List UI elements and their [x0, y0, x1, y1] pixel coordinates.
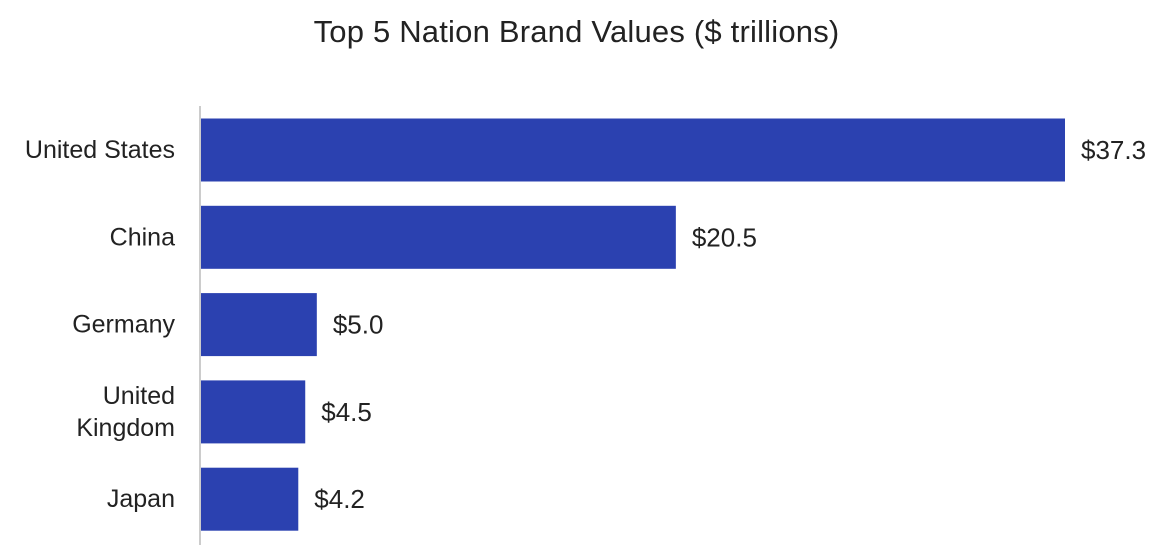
labels-group: $37.3 United States $20.5 China $5.0 Germany $… [25, 135, 1146, 514]
value-label: $4.2 [314, 484, 365, 514]
category-label: United [103, 382, 175, 410]
value-label: $20.5 [692, 222, 757, 252]
category-label: United States [25, 136, 175, 164]
category-label: Japan [107, 485, 175, 513]
bar-united-kingdom [201, 380, 306, 444]
category-label: Germany [72, 311, 175, 339]
category-label: Kingdom [76, 414, 175, 442]
bar-united-states [201, 118, 1065, 182]
bars-group [201, 118, 1065, 531]
value-label: $37.3 [1081, 135, 1146, 165]
chart-title: Top 5 Nation Brand Values ($ trillions) [313, 14, 840, 49]
category-label: China [110, 223, 175, 251]
bar-germany [201, 293, 317, 357]
value-label: $5.0 [333, 310, 384, 340]
bar-japan [201, 467, 299, 531]
value-label: $4.5 [321, 397, 372, 427]
bar-china [201, 205, 676, 269]
